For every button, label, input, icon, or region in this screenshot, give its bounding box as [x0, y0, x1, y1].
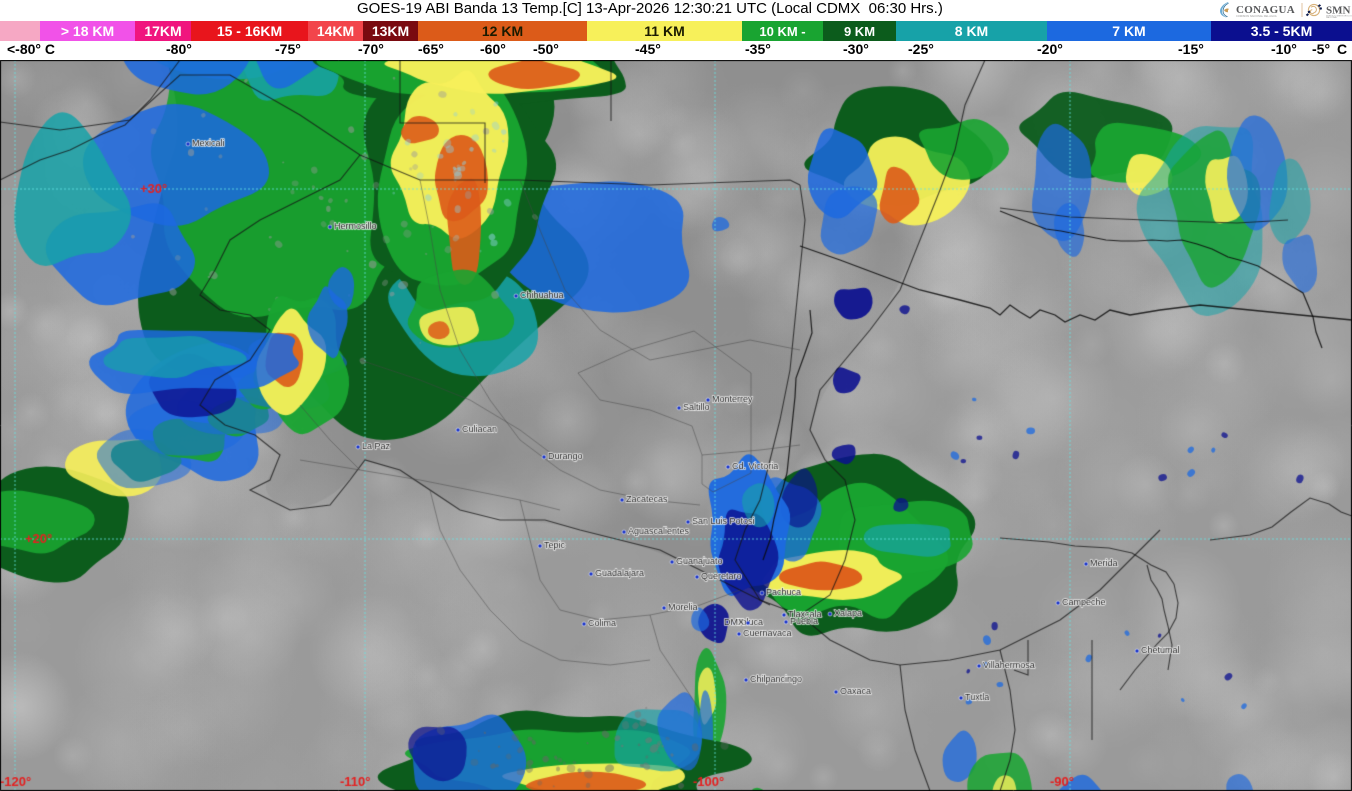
svg-text:COMISION NACIONAL DEL AGUA: COMISION NACIONAL DEL AGUA — [1236, 14, 1277, 18]
svg-text:NACIONAL: NACIONAL — [1326, 16, 1338, 19]
